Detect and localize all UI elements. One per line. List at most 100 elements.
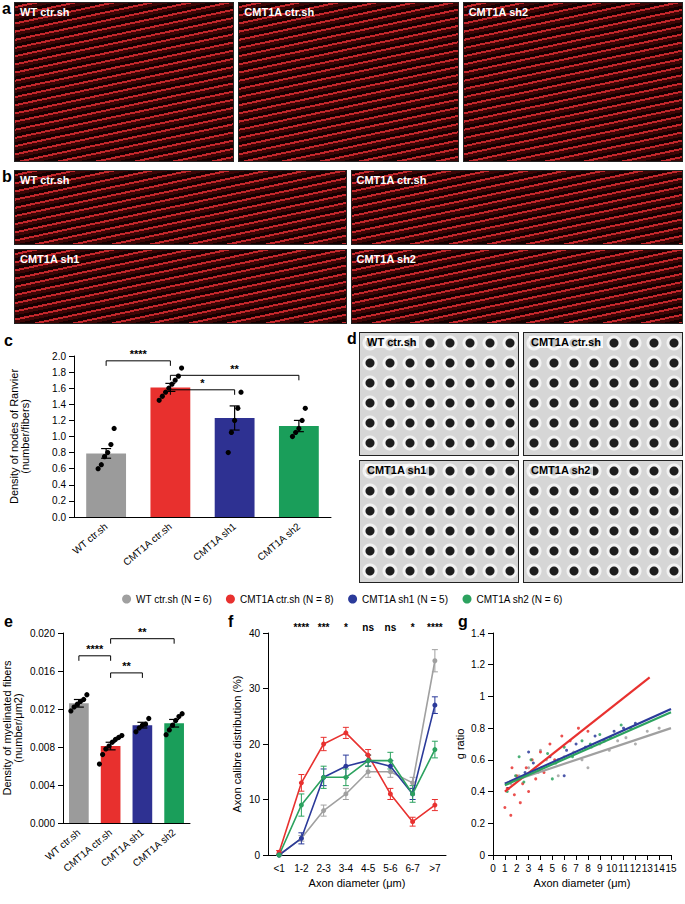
html-text:CMT1A ctr.sh: CMT1A ctr.sh — [356, 174, 427, 186]
svg-text:6-7: 6-7 — [405, 863, 420, 874]
svg-text:1.6: 1.6 — [52, 383, 66, 394]
svg-text:0.4: 0.4 — [471, 786, 485, 797]
svg-text:e: e — [4, 613, 13, 630]
svg-text:Density of nodes of Ranvier: Density of nodes of Ranvier — [7, 368, 20, 505]
svg-text:0.004: 0.004 — [30, 780, 55, 791]
svg-text:1-2: 1-2 — [294, 863, 309, 874]
html-text:CMT1A sh2: CMT1A sh2 — [531, 463, 591, 476]
svg-text:1: 1 — [479, 691, 485, 702]
html-text:CMT1A sh2: CMT1A sh2 — [356, 253, 416, 265]
svg-text:CMT1A ctr.sh: CMT1A ctr.sh — [121, 521, 174, 568]
svg-text:CMT1A sh2: CMT1A sh2 — [131, 827, 178, 869]
svg-text:(number/μm2): (number/μm2) — [12, 693, 24, 762]
svg-text:****: **** — [130, 348, 148, 360]
svg-text:1.0: 1.0 — [52, 431, 66, 442]
svg-text:g ratio: g ratio — [454, 729, 466, 760]
svg-text:0: 0 — [254, 850, 260, 861]
svg-text:1: 1 — [502, 863, 508, 874]
svg-text:1.8: 1.8 — [52, 367, 66, 378]
svg-text:13: 13 — [642, 863, 654, 874]
svg-text:2.0: 2.0 — [52, 351, 66, 362]
svg-text:0.8: 0.8 — [52, 447, 66, 458]
svg-text:0.000: 0.000 — [30, 818, 55, 829]
svg-text:WT ctr.sh (N = 6): WT ctr.sh (N = 6) — [136, 594, 212, 605]
svg-text:1.2: 1.2 — [471, 659, 485, 670]
html-text:CMT1A sh2: CMT1A sh2 — [468, 6, 529, 18]
svg-text:6: 6 — [561, 863, 567, 874]
svg-text:0.0: 0.0 — [52, 512, 66, 523]
svg-text:****: **** — [86, 643, 104, 655]
svg-text:14: 14 — [654, 863, 666, 874]
svg-text:7: 7 — [573, 863, 579, 874]
svg-text:CMT1A sh1: CMT1A sh1 — [191, 521, 238, 563]
html-text:WT ctr.sh: WT ctr.sh — [20, 6, 70, 18]
svg-text:5: 5 — [550, 863, 556, 874]
svg-text:Density of myelinated fibers: Density of myelinated fibers — [0, 660, 13, 796]
svg-text:0: 0 — [479, 850, 485, 861]
svg-text:<1: <1 — [273, 863, 285, 874]
svg-text:11: 11 — [618, 863, 629, 874]
svg-text:0.8: 0.8 — [471, 723, 485, 734]
svg-text:9: 9 — [597, 863, 603, 874]
svg-text:0.2: 0.2 — [471, 818, 485, 829]
svg-text:*: * — [200, 377, 205, 389]
svg-text:Axon diameter (μm): Axon diameter (μm) — [309, 877, 406, 889]
html-text:CMT1A ctr.sh: CMT1A ctr.sh — [244, 6, 315, 18]
svg-text:1.4: 1.4 — [471, 628, 485, 639]
svg-text:0.6: 0.6 — [471, 754, 485, 765]
svg-text:12: 12 — [630, 863, 642, 874]
svg-text:30: 30 — [249, 683, 261, 694]
svg-text:(number/fibers): (number/fibers) — [19, 399, 31, 474]
svg-text:4: 4 — [538, 863, 544, 874]
svg-text:Axon calibre distribution (%): Axon calibre distribution (%) — [231, 676, 243, 813]
svg-text:2-3: 2-3 — [316, 863, 331, 874]
svg-text:40: 40 — [249, 628, 261, 639]
svg-text:WT ctr.sh: WT ctr.sh — [43, 826, 83, 863]
svg-text:0.020: 0.020 — [30, 628, 55, 639]
html-text:WT ctr.sh: WT ctr.sh — [20, 174, 70, 186]
svg-text:0.4: 0.4 — [52, 479, 66, 490]
svg-text:ns: ns — [362, 622, 374, 633]
svg-text:0.008: 0.008 — [30, 742, 55, 753]
svg-text:**: ** — [122, 660, 131, 672]
svg-text:CMT1A sh2: CMT1A sh2 — [255, 521, 302, 563]
svg-text:15: 15 — [665, 863, 677, 874]
svg-text:CMT1A sh2 (N = 6): CMT1A sh2 (N = 6) — [477, 594, 563, 605]
svg-text:10: 10 — [606, 863, 618, 874]
svg-text:Axon diameter (μm): Axon diameter (μm) — [534, 877, 631, 889]
svg-text:****: **** — [294, 622, 310, 633]
svg-text:WT ctr.sh: WT ctr.sh — [70, 521, 109, 556]
svg-text:***: *** — [318, 622, 330, 633]
svg-text:f: f — [228, 613, 234, 630]
svg-text:CMT1A sh1 (N = 5): CMT1A sh1 (N = 5) — [362, 594, 448, 605]
svg-text:1.4: 1.4 — [52, 399, 66, 410]
svg-text:*: * — [411, 622, 415, 633]
svg-text:0.2: 0.2 — [52, 495, 66, 506]
svg-text:2: 2 — [514, 863, 520, 874]
svg-text:**: ** — [138, 626, 147, 638]
svg-text:5-6: 5-6 — [383, 863, 398, 874]
svg-text:g: g — [458, 613, 468, 630]
svg-text:0.6: 0.6 — [52, 463, 66, 474]
svg-text:****: **** — [427, 622, 443, 633]
svg-text:3-4: 3-4 — [339, 863, 354, 874]
svg-text:>7: >7 — [429, 863, 441, 874]
html-text:CMT1A sh1: CMT1A sh1 — [367, 463, 427, 476]
svg-text:10: 10 — [249, 794, 261, 805]
svg-text:*: * — [344, 622, 348, 633]
svg-text:**: ** — [230, 363, 239, 375]
svg-text:20: 20 — [249, 739, 261, 750]
svg-text:4-5: 4-5 — [361, 863, 376, 874]
html-text:CMT1A sh1: CMT1A sh1 — [20, 253, 80, 265]
svg-text:CMT1A ctr.sh (N = 8): CMT1A ctr.sh (N = 8) — [240, 594, 334, 605]
svg-text:0: 0 — [490, 863, 496, 874]
svg-text:3: 3 — [526, 863, 532, 874]
svg-text:c: c — [4, 332, 13, 349]
svg-text:0.012: 0.012 — [30, 704, 55, 715]
svg-text:CMT1A ctr.sh: CMT1A ctr.sh — [61, 826, 115, 874]
svg-text:1.2: 1.2 — [52, 415, 66, 426]
svg-text:CMT1A sh1: CMT1A sh1 — [98, 826, 146, 869]
svg-text:ns: ns — [385, 622, 397, 633]
svg-text:8: 8 — [585, 863, 591, 874]
svg-text:0.016: 0.016 — [30, 666, 55, 677]
